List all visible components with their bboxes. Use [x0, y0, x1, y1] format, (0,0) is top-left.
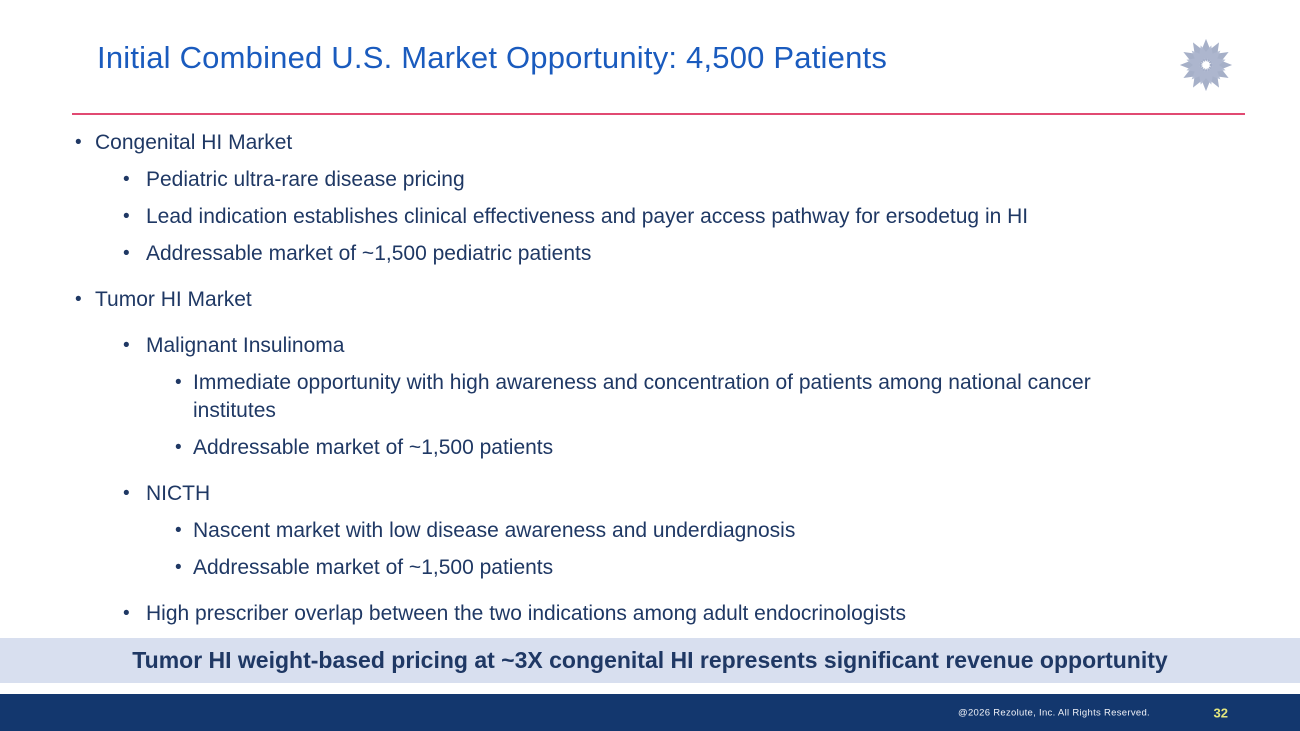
bullet-text: NICTH: [146, 482, 211, 505]
bullet-text: Lead indication establishes clinical eff…: [146, 205, 1029, 228]
page-number: 32: [1213, 705, 1228, 720]
bullet-marker: •: [75, 132, 82, 153]
footer-bar: @2026 Rezolute, Inc. All Rights Reserved…: [0, 694, 1300, 731]
bullet-text: High prescriber overlap between the two …: [146, 602, 906, 625]
bullet-marker: •: [123, 603, 130, 624]
bullet-text: Nascent market with low disease awarenes…: [193, 519, 796, 542]
bullet-item: • Tumor HI Market: [72, 286, 1162, 314]
bullet-marker: •: [123, 169, 130, 190]
bullet-marker: •: [175, 520, 182, 541]
bullet-marker: •: [123, 206, 130, 227]
bullet-item: • Lead indication establishes clinical ef…: [72, 203, 1162, 231]
bullet-text: Addressable market of ~1,500 patients: [193, 556, 554, 579]
bullet-marker: •: [123, 483, 130, 504]
bullet-item: • Addressable market of ~1,500 pediatric …: [72, 240, 1162, 268]
bullet-item: • Malignant Insulinoma: [72, 332, 1162, 360]
bullet-text: Immediate opportunity with high awarenes…: [193, 371, 1091, 422]
bullet-marker: •: [175, 437, 182, 458]
bullet-text: Malignant Insulinoma: [146, 334, 345, 357]
takeaway-banner: Tumor HI weight-based pricing at ~3X con…: [0, 638, 1300, 683]
bullet-text: Congenital HI Market: [95, 131, 293, 154]
bullet-item: • High prescriber overlap between the two…: [72, 600, 1162, 628]
bullet-marker: •: [175, 557, 182, 578]
bullet-item: • Nascent market with low disease awarene…: [72, 517, 1162, 545]
takeaway-text: Tumor HI weight-based pricing at ~3X con…: [132, 647, 1168, 673]
lotus-mandala-icon: [1177, 36, 1235, 94]
bullet-marker: •: [123, 243, 130, 264]
bullet-marker: •: [175, 372, 182, 393]
bullet-item: • Congenital HI Market: [72, 129, 1162, 157]
bullet-text: Tumor HI Market: [95, 288, 252, 311]
bullet-text: Addressable market of ~1,500 patients: [193, 436, 554, 459]
title-divider-line: [72, 113, 1245, 115]
bullet-item: • Addressable market of ~1,500 patients: [72, 554, 1162, 582]
bullet-item: • Pediatric ultra-rare disease pricing: [72, 166, 1162, 194]
bullet-list: • Congenital HI Market • Pediatric ultra-ra…: [72, 129, 1162, 628]
bullet-text: Addressable market of ~1,500 pediatric p…: [146, 242, 592, 265]
bullet-item: • NICTH: [72, 480, 1162, 508]
bullet-text: Pediatric ultra-rare disease pricing: [146, 168, 465, 191]
bullet-marker: •: [123, 335, 130, 356]
copyright-text: @2026 Rezolute, Inc. All Rights Reserved…: [958, 707, 1150, 718]
bullet-item: • Immediate opportunity with high awarene…: [72, 369, 1162, 425]
bullet-marker: •: [75, 289, 82, 310]
bullet-item: • Addressable market of ~1,500 patients: [72, 434, 1162, 462]
slide-title: Initial Combined U.S. Market Opportunity…: [97, 40, 888, 75]
